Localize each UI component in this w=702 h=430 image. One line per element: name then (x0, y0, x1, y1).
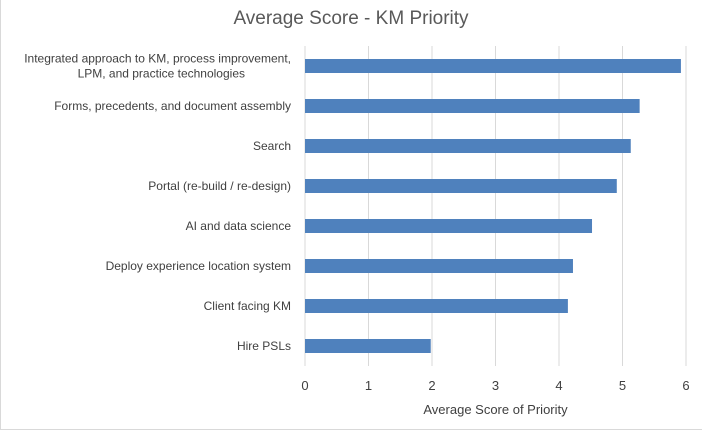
bar (305, 59, 681, 73)
bar (305, 179, 617, 193)
category-labels: Integrated approach to KM, process impro… (24, 52, 291, 354)
x-tick-label: 2 (428, 378, 435, 393)
x-tick-labels: 0 1 2 3 4 5 6 (301, 378, 689, 393)
bar (305, 339, 431, 353)
category-label: Search (253, 139, 291, 153)
category-label: Integrated approach to KM, process impro… (24, 52, 291, 81)
x-axis-title: Average Score of Priority (423, 402, 568, 417)
x-tick-label: 1 (365, 378, 372, 393)
x-tick-label: 3 (492, 378, 499, 393)
bar (305, 259, 573, 273)
chart-title: Average Score - KM Priority (233, 8, 469, 29)
category-label: AI and data science (186, 219, 292, 233)
category-label: Deploy experience location system (106, 259, 291, 273)
category-label: Hire PSLs (237, 339, 291, 353)
category-label: Client facing KM (204, 299, 291, 313)
x-tick-label: 5 (619, 378, 626, 393)
bar (305, 139, 631, 153)
category-label: Forms, precedents, and document assembly (54, 99, 291, 113)
category-label: Portal (re-build / re-design) (148, 179, 291, 193)
x-tick-label: 6 (682, 378, 689, 393)
bar (305, 299, 568, 313)
gridlines (304, 46, 687, 366)
bar (305, 219, 593, 233)
bars (305, 59, 681, 353)
bar (305, 99, 640, 113)
x-tick-label: 0 (301, 378, 308, 393)
x-tick-label: 4 (555, 378, 562, 393)
